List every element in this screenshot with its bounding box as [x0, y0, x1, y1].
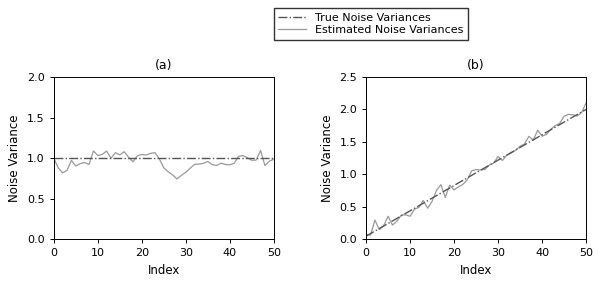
- Legend: True Noise Variances, Estimated Noise Variances: True Noise Variances, Estimated Noise Va…: [274, 8, 468, 40]
- Title: (b): (b): [467, 59, 485, 72]
- Y-axis label: Noise Variance: Noise Variance: [8, 114, 22, 202]
- X-axis label: Index: Index: [148, 264, 180, 277]
- X-axis label: Index: Index: [460, 264, 492, 277]
- Title: (a): (a): [155, 59, 173, 72]
- Y-axis label: Noise Variance: Noise Variance: [321, 114, 334, 202]
